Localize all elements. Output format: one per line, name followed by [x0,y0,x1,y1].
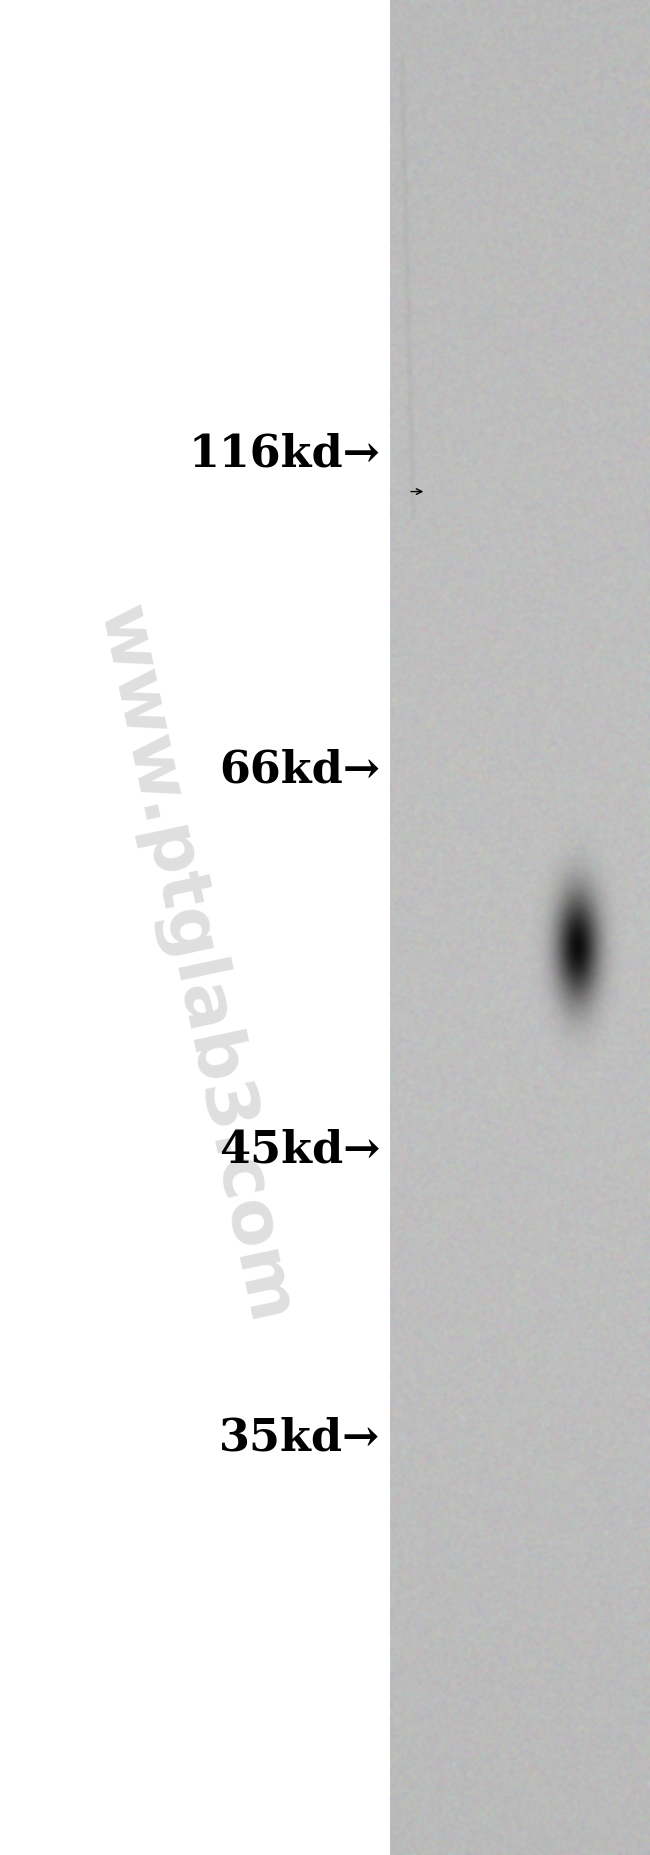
Text: 35kd→: 35kd→ [219,1415,380,1460]
Text: www.ptglab3.com: www.ptglab3.com [85,599,305,1330]
Text: 45kd→: 45kd→ [219,1128,380,1172]
Text: 116kd→: 116kd→ [188,432,380,477]
Text: 66kd→: 66kd→ [219,748,380,792]
